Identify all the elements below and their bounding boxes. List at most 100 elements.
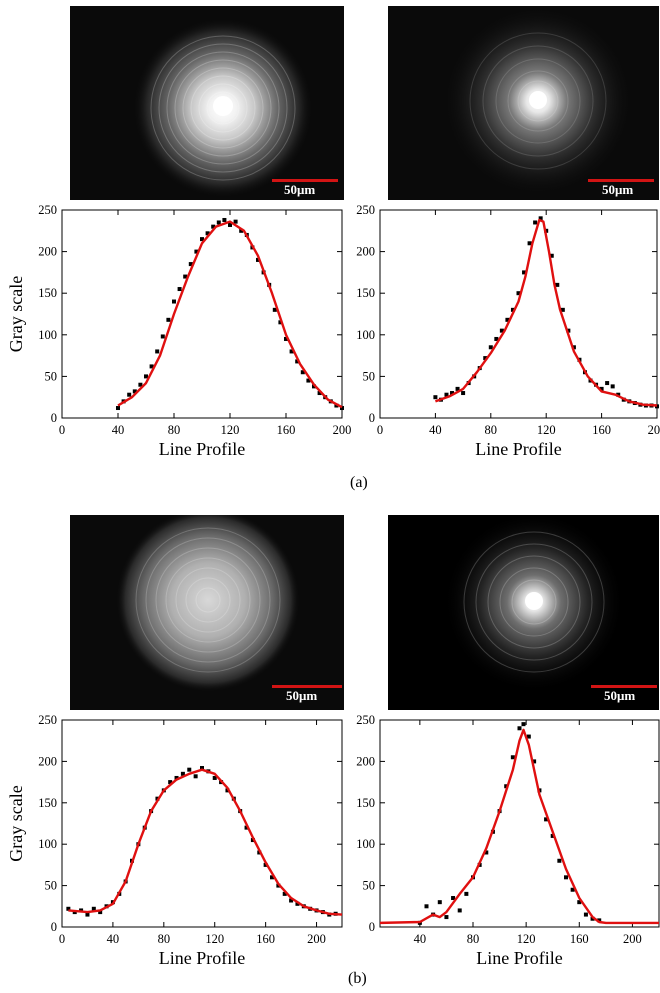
x-tick-label: 200: [307, 932, 326, 946]
y-tick-label: 200: [356, 245, 375, 259]
y-tick-label: 150: [356, 286, 375, 300]
data-point: [289, 898, 294, 903]
y-tick-label: 250: [356, 203, 375, 217]
data-point: [177, 287, 182, 292]
plot-frame: [61, 209, 343, 419]
data-point: [510, 307, 515, 312]
data-point: [464, 891, 469, 896]
data-point: [555, 282, 560, 287]
y-tick-label: 0: [369, 920, 375, 934]
y-tick-label: 50: [363, 369, 376, 383]
data-point: [549, 253, 554, 258]
x-tick-label: 40: [414, 932, 427, 946]
x-tick-label: 120: [537, 423, 556, 437]
data-point: [483, 356, 488, 361]
y-tick-label: 200: [38, 245, 57, 259]
x-tick-label: 160: [570, 932, 589, 946]
scale-label: 50μm: [284, 182, 316, 197]
data-point: [317, 391, 322, 396]
x-axis-label: Line Profile: [476, 948, 562, 968]
x-tick-label: 80: [158, 932, 171, 946]
data-point: [300, 370, 305, 375]
data-point: [521, 722, 526, 727]
data-point: [138, 382, 143, 387]
panel-caption-b: (b): [348, 970, 367, 987]
data-point: [194, 249, 199, 254]
data-point: [599, 386, 604, 391]
scale-label: 50μm: [286, 688, 318, 703]
data-point: [488, 345, 493, 350]
x-tick-label: 80: [467, 932, 480, 946]
data-point: [278, 320, 283, 325]
data-point: [450, 391, 455, 396]
data-point: [85, 912, 90, 917]
data-point: [577, 900, 582, 905]
data-point: [437, 900, 442, 905]
x-tick-label: 40: [429, 423, 442, 437]
y-axis-label: Gray scale: [6, 276, 26, 352]
scale-bar: [272, 179, 338, 182]
data-point: [424, 904, 429, 909]
y-tick-label: 0: [51, 411, 57, 425]
scale-label: 50μm: [604, 688, 636, 703]
y-axis-label: Gray scale: [6, 785, 26, 861]
scale-bar: [591, 685, 657, 688]
chart-svg: 40 80 120 160 200 0 50 100 150 200 250 Line Profile: [356, 713, 660, 968]
data-point: [566, 328, 571, 333]
data-point: [228, 222, 232, 227]
data-point: [256, 257, 260, 262]
data-point: [533, 220, 538, 225]
data-point: [571, 345, 576, 350]
data-point: [550, 833, 555, 838]
data-point: [583, 912, 588, 917]
data-point: [532, 759, 537, 764]
data-point: [211, 224, 216, 229]
data-point: [484, 850, 489, 855]
data-point: [174, 775, 179, 780]
data-point: [538, 216, 543, 221]
data-point: [570, 887, 575, 892]
data-point: [590, 916, 595, 921]
y-tick-label: 150: [356, 796, 375, 810]
data-point: [597, 918, 602, 923]
data-point: [200, 766, 204, 771]
data-point: [457, 908, 462, 913]
data-point: [160, 334, 165, 339]
x-tick-label: 40: [107, 932, 120, 946]
y-tick-label: 0: [369, 411, 375, 425]
y-tick-label: 100: [38, 837, 57, 851]
data-point: [505, 317, 510, 322]
data-point: [222, 217, 227, 222]
data-point: [212, 775, 217, 780]
data-point: [616, 392, 621, 397]
data-point: [239, 228, 244, 233]
line-profile-chart-a-right: 0 40 80 120 160 200 0 50 100 150 200 250 Line Profil…: [330, 203, 660, 460]
y-tick-label: 50: [45, 369, 58, 383]
data-point: [172, 299, 176, 304]
data-point: [295, 359, 300, 364]
data-point: [289, 349, 294, 354]
data-point: [272, 307, 277, 312]
data-point: [155, 349, 160, 354]
x-axis-label: Line Profile: [159, 439, 245, 459]
data-point: [183, 274, 188, 279]
data-point: [244, 825, 249, 830]
y-tick-label: 250: [356, 713, 375, 727]
y-tick-label: 150: [38, 796, 57, 810]
x-tick-label: 160: [277, 423, 296, 437]
x-tick-label: 160: [592, 423, 611, 437]
data-point: [188, 262, 193, 267]
data-point: [516, 291, 521, 296]
fit-curve: [117, 220, 343, 409]
x-axis-label: Line Profile: [159, 948, 245, 968]
x-tick-label: 200: [333, 423, 352, 437]
data-point: [340, 406, 344, 411]
data-point: [168, 780, 173, 785]
x-tick-label: 0: [377, 423, 383, 437]
y-tick-label: 50: [363, 879, 376, 893]
fit-curve: [379, 728, 659, 925]
data-point: [216, 220, 221, 225]
line-profile-chart-b-left: 0 40 80 120 160 200 0 50 100 150 200 250 Line Profil…: [0, 713, 343, 969]
y-tick-label: 50: [45, 879, 58, 893]
y-tick-label: 200: [38, 754, 57, 768]
